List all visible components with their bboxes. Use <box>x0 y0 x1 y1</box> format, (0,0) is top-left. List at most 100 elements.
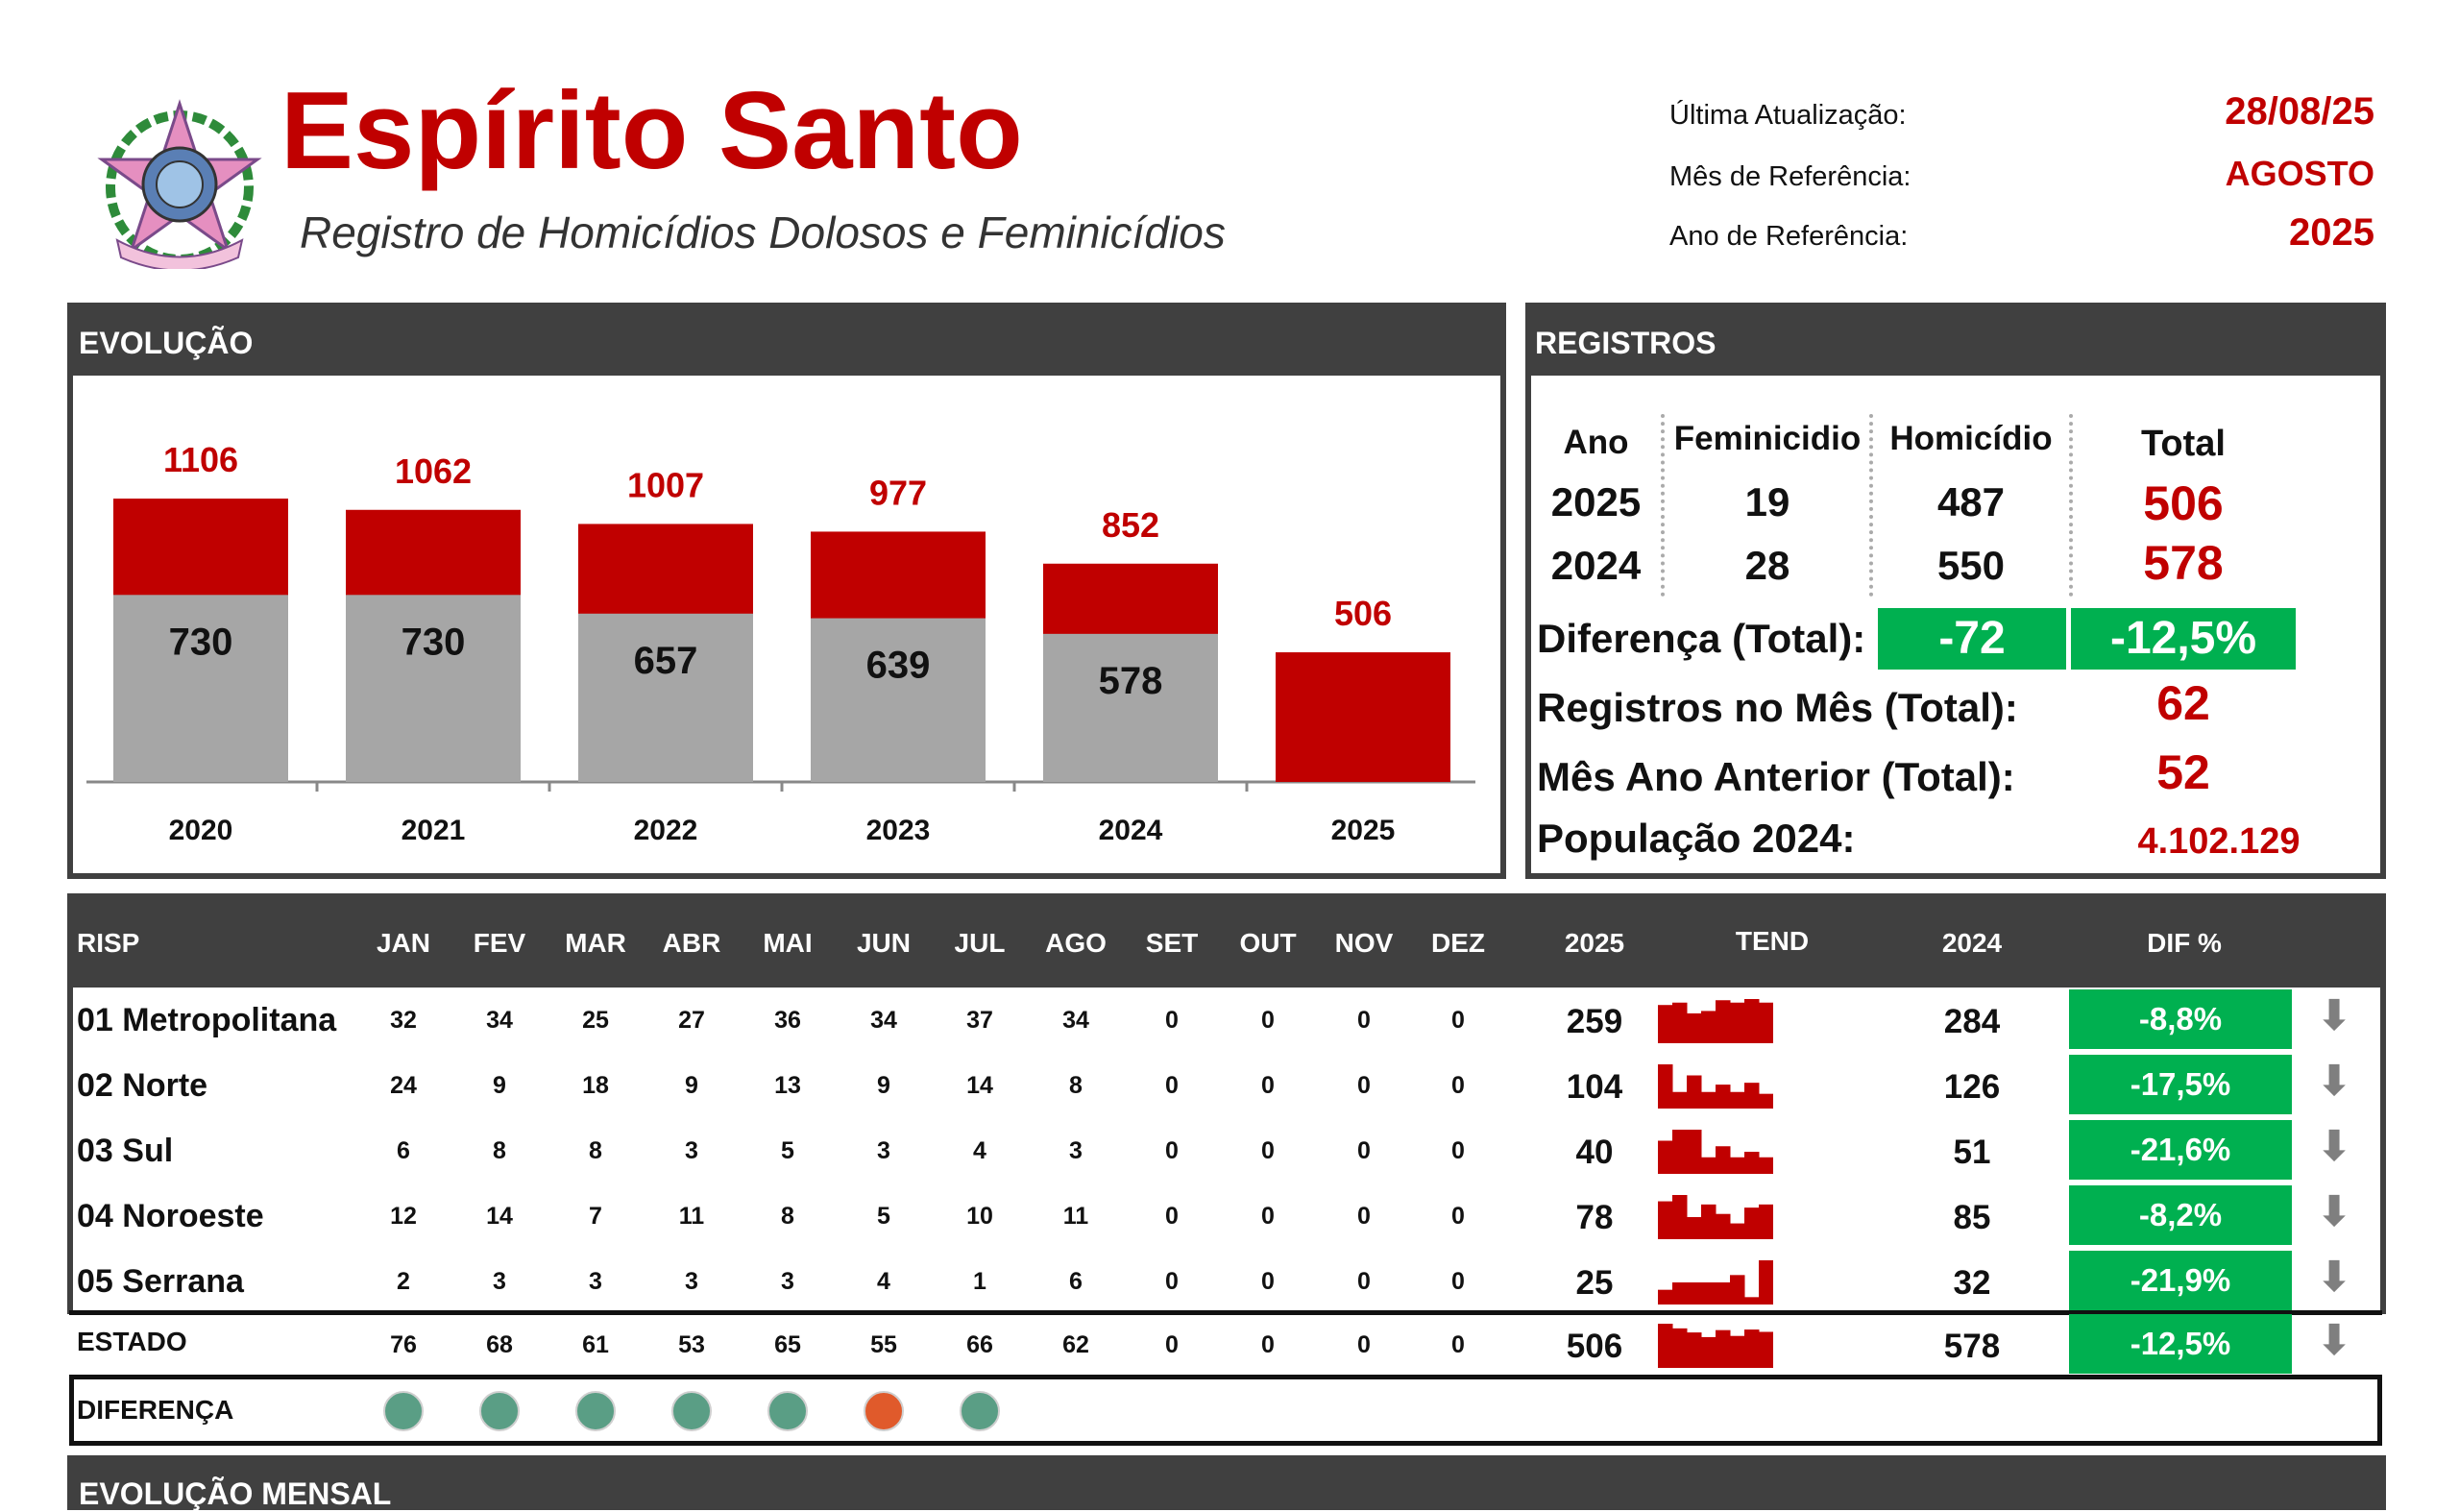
month-value: 36 <box>774 1007 801 1034</box>
month-header-mai: MAI <box>763 928 813 958</box>
x-tick-label: 2021 <box>402 815 466 846</box>
tend-header: TEND <box>1735 926 1810 956</box>
trend-bar <box>1716 1146 1731 1174</box>
month-value: 3 <box>685 1268 698 1295</box>
month-value: 9 <box>493 1072 506 1099</box>
month-value: 68 <box>486 1331 513 1358</box>
month-value: AGOSTO <box>2225 154 2374 193</box>
trend-sparkline <box>1658 1064 1773 1109</box>
trend-sparkline <box>1658 1324 1773 1368</box>
down-arrow-icon: ⬇ <box>2316 992 2352 1039</box>
trend-bar <box>1759 1331 1773 1368</box>
month-value: 0 <box>1357 1268 1371 1295</box>
trend-sparkline <box>1658 1130 1773 1174</box>
registros-area: Ano Feminicidio Homicídio Total 2025 19 … <box>1531 376 2380 873</box>
month-value: 3 <box>685 1137 698 1164</box>
bar-lower-2021 <box>346 595 521 782</box>
trend-bar <box>1672 1328 1688 1368</box>
down-arrow-icon: ⬇ <box>2316 1317 2352 1364</box>
trend-bar <box>1687 1282 1702 1305</box>
month-value: 24 <box>390 1072 417 1099</box>
month-value: 65 <box>774 1331 801 1358</box>
risp-row-name: 01 Metropolitana <box>77 1002 337 1038</box>
month-value: 0 <box>1451 1137 1465 1164</box>
year-2024-value: 578 <box>1943 1328 2001 1365</box>
mes-ano-anterior-value: 52 <box>2156 745 2210 799</box>
registros-mes-label: Registros no Mês (Total): <box>1537 685 2018 730</box>
risp-table-body <box>67 988 2386 1314</box>
evolucao-panel: EVOLUÇÃO 730 1106 2020 730 1062 2021 657 1007 20… <box>67 303 1506 879</box>
year-2025-value: 78 <box>1575 1199 1614 1236</box>
bar-total-label: 1106 <box>163 440 238 479</box>
evolucao-chart: 730 1106 2020 730 1062 2021 657 1007 2022 639 977 2… <box>86 440 1475 846</box>
month-value: 0 <box>1451 1072 1465 1099</box>
month-value: 62 <box>1062 1331 1089 1358</box>
down-arrow-icon: ⬇ <box>2316 1058 2352 1105</box>
month-value: 11 <box>678 1203 705 1230</box>
trend-bar <box>1759 1260 1773 1305</box>
status-dot-icon <box>383 1391 424 1431</box>
month-value: 0 <box>1261 1268 1275 1295</box>
x-tick-label: 2024 <box>1099 815 1163 846</box>
month-value: 3 <box>781 1268 794 1295</box>
trend-bar <box>1672 1091 1688 1109</box>
trend-bar <box>1716 1085 1731 1109</box>
month-value: 0 <box>1451 1007 1465 1034</box>
month-value: 55 <box>870 1331 897 1358</box>
month-value: 0 <box>1451 1203 1465 1230</box>
month-header-out: OUT <box>1239 928 1297 958</box>
month-value: 7 <box>589 1203 602 1230</box>
month-value: 3 <box>1069 1137 1083 1164</box>
year-2024-value: 126 <box>1943 1068 2001 1106</box>
year-2024-value: 51 <box>1953 1134 1991 1171</box>
month-value: 13 <box>774 1072 801 1099</box>
month-value: 0 <box>1357 1137 1371 1164</box>
month-value: 3 <box>493 1268 506 1295</box>
trend-bar <box>1658 1289 1673 1305</box>
trend-bar <box>1716 1213 1731 1239</box>
state-coat-of-arms <box>96 96 264 272</box>
trend-bar <box>1701 1204 1716 1239</box>
trend-bar <box>1672 1002 1688 1043</box>
year-2025-value: 259 <box>1566 1003 1623 1040</box>
update-value: 28/08/25 <box>2225 90 2374 133</box>
year-2024-header: 2024 <box>1941 928 2003 958</box>
month-value: 0 <box>1261 1203 1275 1230</box>
evolucao-panel-title: EVOLUÇÃO <box>79 326 254 360</box>
month-header-nov: NOV <box>1334 928 1394 958</box>
month-header-ago: AGO <box>1045 928 1107 958</box>
trend-bar <box>1687 1130 1702 1174</box>
x-tick-label: 2022 <box>634 815 698 846</box>
risp-row-name: 04 Noroeste <box>77 1198 264 1234</box>
month-value: 76 <box>390 1331 417 1358</box>
month-value: 9 <box>685 1072 698 1099</box>
year-value: 2025 <box>2289 211 2374 254</box>
dif-percent-box: -17,5% <box>2069 1055 2292 1114</box>
reg-row-ano: 2024 <box>1550 543 1642 588</box>
status-dot-icon <box>960 1391 1000 1431</box>
month-value: 0 <box>1261 1137 1275 1164</box>
month-value: 0 <box>1165 1268 1179 1295</box>
month-header-set: SET <box>1145 928 1199 958</box>
month-value: 5 <box>781 1137 794 1164</box>
x-tick-label: 2020 <box>169 815 233 846</box>
month-value: 53 <box>678 1331 705 1358</box>
trend-bar <box>1716 1329 1731 1368</box>
bar-total-label: 506 <box>1334 594 1392 633</box>
month-value: 0 <box>1165 1137 1179 1164</box>
reg-row-total: 578 <box>2143 536 2224 590</box>
trend-bar <box>1687 1075 1702 1109</box>
month-value: 10 <box>966 1203 993 1230</box>
diferenca-row-border <box>69 1375 2382 1446</box>
bar-total-label: 977 <box>869 473 927 512</box>
trend-bar <box>1701 1011 1716 1043</box>
trend-bar <box>1716 1282 1731 1305</box>
bar-total-label: 1062 <box>395 451 472 491</box>
risp-header-label: RISP <box>77 928 140 958</box>
status-dot-icon <box>575 1391 616 1431</box>
estado-row-border <box>69 1310 2382 1379</box>
month-value: 11 <box>1062 1203 1089 1230</box>
month-value: 4 <box>877 1268 890 1295</box>
month-value: 8 <box>493 1137 506 1164</box>
